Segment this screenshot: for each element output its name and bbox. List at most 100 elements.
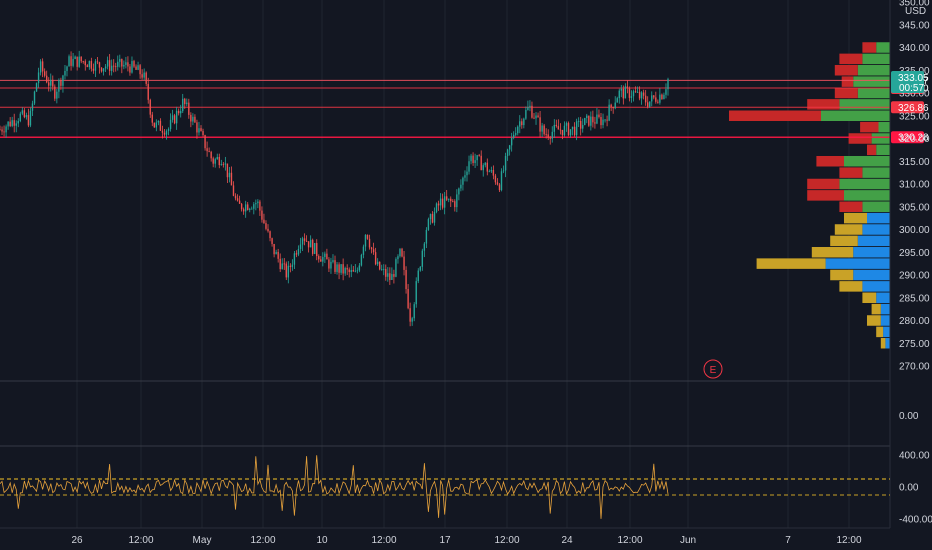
time-tick-label: 12:00 — [128, 535, 153, 546]
candle-body — [496, 182, 499, 185]
volume-profile-up-bar — [862, 167, 890, 178]
candle-body — [596, 114, 598, 124]
level-price-label: 320.28 — [898, 133, 929, 144]
event-marker[interactable]: E — [703, 359, 723, 379]
candle-body — [186, 102, 188, 105]
volume-profile-down-bar — [816, 156, 844, 167]
candle-body — [180, 111, 182, 114]
candle-body — [175, 110, 178, 124]
volume-profile-down-bar — [729, 110, 821, 121]
candle-body — [17, 121, 19, 124]
candle-body — [478, 155, 480, 156]
candle-body — [218, 156, 220, 166]
candle-body — [314, 243, 316, 254]
volume-profile-down-bar — [844, 212, 867, 224]
price-tick-label: 325.00 — [899, 111, 930, 122]
candle-body — [58, 80, 60, 92]
candle-body — [196, 122, 198, 133]
candle-body — [417, 270, 419, 282]
level-price-tag — [891, 131, 924, 144]
volume-profile-up-bar — [862, 281, 890, 292]
price-tick-label: 300.00 — [899, 225, 930, 236]
candle-body — [344, 268, 346, 274]
candle-body — [177, 110, 180, 114]
time-axis[interactable]: 26 12:00 May 12:00 10 12:00 17 12:00 24 12:00 Jun 7… — [71, 535, 862, 546]
candle-body — [362, 246, 365, 255]
candle-body — [228, 172, 231, 178]
candle-body — [378, 261, 381, 270]
candle-body — [159, 120, 162, 131]
time-tick-label: Jun — [680, 535, 696, 546]
candle-body — [287, 265, 290, 278]
volume-profile-down-bar — [830, 235, 858, 247]
candle-body — [165, 130, 168, 135]
candle-body — [411, 318, 413, 322]
volume-profile-up-bar — [862, 201, 890, 212]
candle-body — [123, 64, 125, 67]
candle-body — [521, 121, 523, 126]
candle-body — [161, 130, 164, 133]
candle-body — [366, 234, 369, 239]
candle-body — [104, 66, 107, 69]
price-axis[interactable]: 270.00 275.00 280.00 285.00 290.00 295.00 300.… — [899, 0, 930, 373]
candle-body — [309, 239, 312, 248]
candle-body — [62, 75, 64, 86]
volume-profile-down-bar — [807, 99, 840, 110]
candle-body — [184, 98, 186, 105]
volume-profile-up-bar — [844, 190, 890, 201]
volume-profile-down-bar — [860, 121, 879, 133]
candle-body — [25, 115, 28, 118]
candle-body — [70, 56, 72, 66]
volume-profile-down-bar — [834, 65, 858, 76]
earnings-event-icon[interactable] — [703, 359, 723, 379]
candle-body — [108, 60, 111, 71]
candle-body — [661, 94, 663, 100]
candle-body — [143, 72, 145, 78]
candle-body — [510, 137, 513, 146]
candle-body — [192, 116, 194, 122]
candle-body — [318, 256, 320, 260]
candle-body — [326, 253, 328, 260]
candle-body — [125, 62, 127, 65]
volume-profile-down-bar — [839, 53, 863, 65]
candle-body — [336, 264, 338, 272]
candle-body — [594, 122, 596, 124]
candle-body — [374, 252, 377, 265]
indicator-2-axis: 400.00 0.00 -400.00 — [899, 451, 932, 526]
candle-body — [7, 121, 9, 127]
candle-body — [541, 125, 543, 132]
candle-body — [476, 155, 478, 161]
oscillator-line — [0, 455, 669, 519]
volume-profile-up-bar — [853, 269, 890, 281]
candle-body — [405, 269, 407, 290]
volume-profile-down-bar — [830, 269, 854, 281]
candle-body — [307, 241, 310, 248]
volume-profile-down-bar — [871, 303, 881, 315]
candle-body — [194, 116, 196, 123]
candle-body — [667, 79, 669, 90]
volume-profile-up-bar — [857, 235, 890, 247]
price-tick-label: 315.00 — [899, 157, 930, 168]
candle-body — [557, 126, 560, 130]
last-price-tag: 333.05 00:57 — [891, 71, 929, 94]
time-tick-label: 12:00 — [494, 535, 519, 546]
candle-body — [37, 72, 40, 84]
candle-body — [415, 281, 417, 305]
candle-body — [555, 124, 558, 127]
volume-profile-down-bar — [807, 190, 844, 201]
candle-body — [316, 243, 318, 257]
candle-body — [98, 62, 101, 68]
candle-body — [383, 269, 385, 270]
candle-body — [579, 120, 582, 129]
candle-body — [425, 229, 428, 244]
candle-body — [247, 204, 249, 211]
candle-body — [537, 115, 539, 118]
candle-body — [608, 104, 610, 121]
candle-body — [506, 149, 509, 156]
volume-profile-up-bar — [839, 178, 890, 190]
candle-body — [533, 117, 535, 119]
level-price-label: 326.86 — [898, 103, 929, 114]
time-tick-label: 12:00 — [836, 535, 861, 546]
